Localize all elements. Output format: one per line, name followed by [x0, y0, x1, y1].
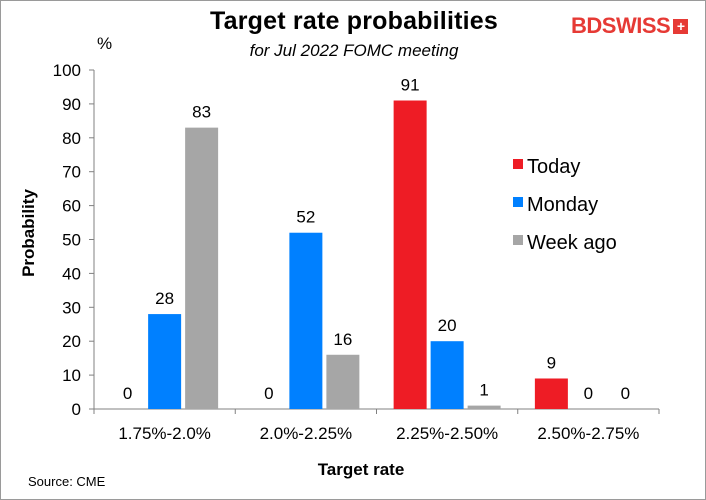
- y-tick-label: 40: [62, 264, 81, 283]
- bar: [289, 232, 323, 409]
- legend-label: Today: [527, 156, 580, 178]
- x-tick-label: 2.25%-2.50%: [396, 424, 498, 443]
- y-tick-label: 70: [62, 163, 81, 182]
- bar: [534, 378, 568, 409]
- bar: [430, 341, 464, 409]
- bar: [326, 354, 360, 409]
- y-tick-label: 30: [62, 298, 81, 317]
- bar: [393, 100, 427, 409]
- bar: [185, 127, 219, 409]
- y-tick-label: 80: [62, 129, 81, 148]
- data-label: 16: [333, 330, 352, 349]
- legend-swatch: [513, 235, 523, 245]
- legend-label: Monday: [527, 194, 598, 216]
- data-label: 0: [123, 384, 132, 403]
- data-label: 9: [547, 353, 556, 372]
- data-label: 28: [155, 289, 174, 308]
- data-label: 0: [584, 384, 593, 403]
- bar: [467, 405, 501, 409]
- y-tick-label: 0: [72, 400, 81, 419]
- data-label: 83: [192, 103, 211, 122]
- data-label: 0: [264, 384, 273, 403]
- logo-text: BDSWISS: [571, 13, 671, 38]
- source-note: Source: CME: [28, 474, 106, 489]
- x-tick-label: 1.75%-2.0%: [118, 424, 211, 443]
- legend-swatch: [513, 197, 523, 207]
- data-label: 0: [621, 384, 630, 403]
- plus-icon: +: [673, 18, 689, 34]
- chart-title: Target rate probabilities: [210, 7, 498, 35]
- legend-label: Week ago: [527, 232, 617, 254]
- y-tick-label: 50: [62, 231, 81, 250]
- bdswiss-logo: BDSWISS +: [571, 11, 689, 41]
- legend-swatch: [513, 159, 523, 169]
- data-label: 1: [479, 381, 488, 400]
- x-tick-label: 2.0%-2.25%: [260, 424, 353, 443]
- y-tick-label: 10: [62, 366, 81, 385]
- x-axis-title: Target rate: [318, 460, 405, 479]
- x-tick-label: 2.50%-2.75%: [537, 424, 639, 443]
- y-unit-label: %: [97, 34, 112, 53]
- y-tick-label: 100: [53, 61, 81, 80]
- data-label: 91: [401, 76, 420, 95]
- data-label: 52: [296, 208, 315, 227]
- y-axis-title: Probability: [19, 189, 38, 277]
- chart-subtitle: for Jul 2022 FOMC meeting: [249, 41, 459, 60]
- y-tick-label: 20: [62, 332, 81, 351]
- bar: [148, 314, 182, 409]
- y-tick-label: 90: [62, 95, 81, 114]
- data-label: 20: [438, 316, 457, 335]
- y-tick-label: 60: [62, 197, 81, 216]
